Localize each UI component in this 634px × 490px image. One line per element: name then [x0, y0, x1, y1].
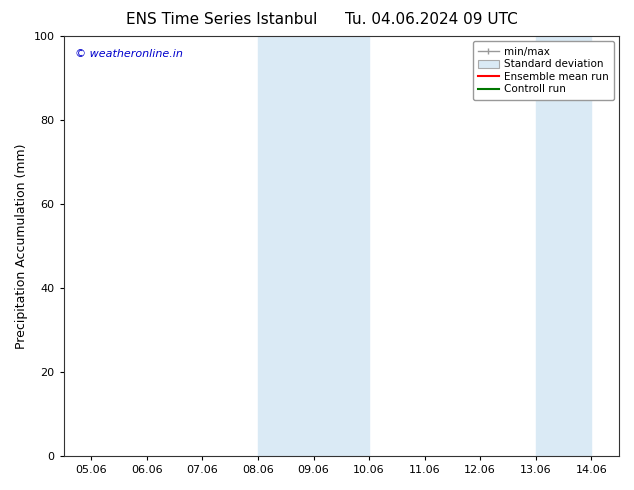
Text: ENS Time Series Istanbul: ENS Time Series Istanbul: [126, 12, 318, 27]
Text: © weatheronline.in: © weatheronline.in: [75, 49, 183, 59]
Text: Tu. 04.06.2024 09 UTC: Tu. 04.06.2024 09 UTC: [345, 12, 517, 27]
Bar: [258, 36, 369, 456]
Bar: [536, 36, 592, 456]
Legend: min/max, Standard deviation, Ensemble mean run, Controll run: min/max, Standard deviation, Ensemble me…: [472, 41, 614, 99]
Y-axis label: Precipitation Accumulation (mm): Precipitation Accumulation (mm): [15, 143, 28, 349]
